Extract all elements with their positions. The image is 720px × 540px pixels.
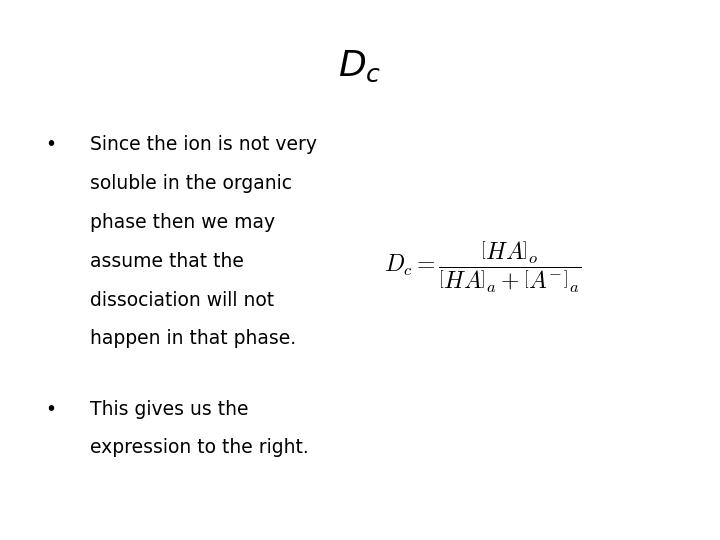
Text: $D_c$: $D_c$ — [338, 49, 382, 84]
Text: happen in that phase.: happen in that phase. — [90, 329, 296, 348]
Text: dissociation will not: dissociation will not — [90, 291, 274, 309]
Text: $D_c = \dfrac{\left[HA\right]_o}{\left[HA\right]_a + \left[A^{-}\right]_a}$: $D_c = \dfrac{\left[HA\right]_o}{\left[H… — [384, 240, 581, 295]
Text: assume that the: assume that the — [90, 252, 244, 271]
Text: Since the ion is not very: Since the ion is not very — [90, 135, 317, 154]
Text: expression to the right.: expression to the right. — [90, 438, 309, 457]
Text: soluble in the organic: soluble in the organic — [90, 174, 292, 193]
Text: •: • — [45, 135, 56, 154]
Text: •: • — [45, 400, 56, 419]
Text: phase then we may: phase then we may — [90, 213, 275, 232]
Text: This gives us the: This gives us the — [90, 400, 248, 419]
